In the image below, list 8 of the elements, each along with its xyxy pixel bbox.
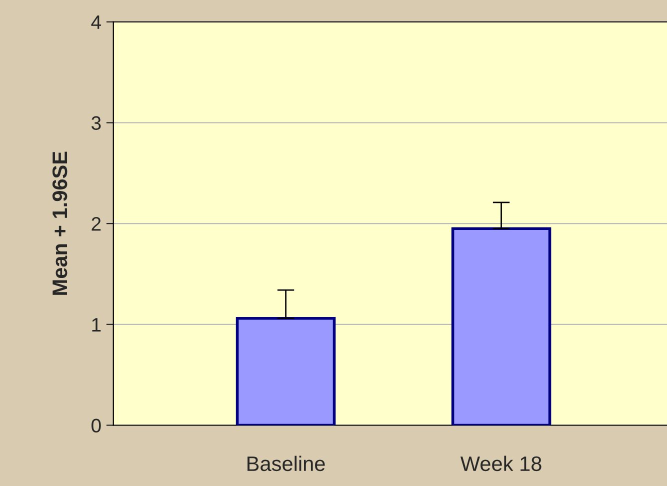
- y-tick-label: 4: [91, 16, 102, 29]
- y-tick-label: 1: [92, 318, 101, 332]
- y-tick-label: 3: [92, 116, 101, 130]
- y-tick-label: 0: [92, 418, 101, 432]
- y-axis-title: Mean + 1.96SE: [52, 152, 68, 295]
- x-tick-label: Week 18: [460, 456, 542, 472]
- x-tick-label: Baseline: [248, 456, 325, 472]
- y-tick-label: 2: [92, 217, 101, 231]
